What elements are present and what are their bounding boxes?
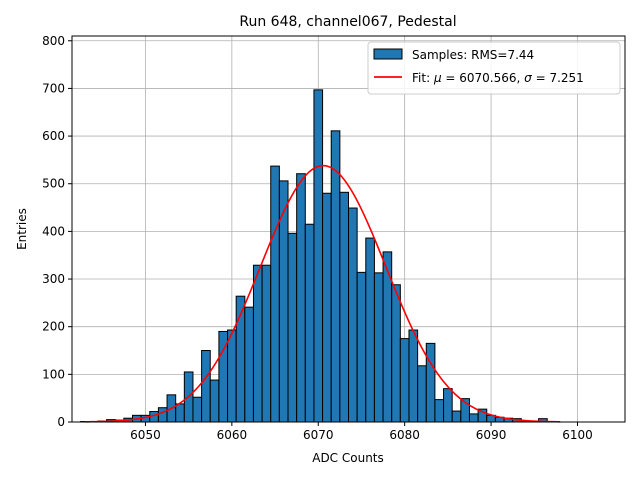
y-axis-ticks: 0 100 200 300 400 500 600 700 800 <box>42 34 72 429</box>
histogram-bar <box>330 130 341 423</box>
histogram-bar <box>287 232 298 423</box>
histogram-bar <box>244 306 254 423</box>
legend-fit-label: Fit: μ = 6070.566, σ = 7.251 <box>412 71 584 85</box>
fit-curve <box>84 164 561 423</box>
legend-samples-swatch <box>373 48 403 60</box>
y-tick-label: 300 <box>42 272 65 286</box>
histogram-bar <box>391 284 401 423</box>
chart-title: Run 648, channel067, Pedestal <box>239 14 456 30</box>
fit-curve-layer <box>84 164 561 423</box>
legend-box <box>367 41 621 95</box>
histogram-bar <box>209 379 220 423</box>
y-tick-label: 500 <box>42 177 65 191</box>
histogram-bar <box>339 191 349 423</box>
histogram-bar <box>348 207 358 423</box>
histogram-bar <box>157 407 168 423</box>
plot-frame <box>71 35 626 423</box>
y-tick-label: 600 <box>42 129 65 143</box>
x-tick-label: 6100 <box>562 428 593 442</box>
x-tick-label: 6080 <box>389 428 420 442</box>
histogram-bar <box>304 223 315 423</box>
x-tick-label: 6070 <box>303 428 334 442</box>
histogram-bar <box>365 237 375 423</box>
legend-fit-prefix: Fit: <box>412 71 434 85</box>
x-tick-label: 6090 <box>476 428 507 442</box>
histogram-bar <box>434 399 445 423</box>
x-tick-label: 6060 <box>217 428 248 442</box>
histogram-bar <box>175 403 185 423</box>
histogram-bar <box>399 338 410 423</box>
histogram-bar <box>356 271 367 423</box>
y-axis-label: Entries <box>15 208 29 250</box>
y-tick-label: 200 <box>42 320 65 334</box>
x-tick-label: 6050 <box>130 428 161 442</box>
legend-samples-label: Samples: RMS=7.44 <box>412 48 534 62</box>
histogram-bar <box>373 272 384 423</box>
histogram-bar <box>227 329 237 423</box>
histogram-bar <box>201 350 211 423</box>
histogram-bar <box>322 192 332 423</box>
legend-fit-sigma-symbol: σ <box>524 71 532 85</box>
histogram-bar <box>451 410 462 423</box>
y-tick-label: 700 <box>42 81 65 95</box>
histogram-bar <box>417 365 427 423</box>
x-axis-ticks: 6050 6060 6070 6080 6090 6100 <box>130 422 593 442</box>
histogram-bar <box>252 264 263 423</box>
y-tick-label: 800 <box>42 34 65 48</box>
histogram-bar <box>468 413 479 423</box>
y-tick-label: 100 <box>42 367 65 381</box>
histogram-bar <box>261 264 272 423</box>
histogram-bar <box>408 329 419 423</box>
legend-fit-mu-symbol: μ <box>433 71 442 85</box>
legend-fit-sigma-value: = 7.251 <box>532 71 584 85</box>
histogram-bar <box>313 89 324 423</box>
histogram-bar <box>270 165 280 423</box>
y-tick-label: 0 <box>57 415 65 429</box>
histogram-bar <box>425 342 436 423</box>
legend-fit-mu-value: = 6070.566, <box>442 71 525 85</box>
x-axis-label: ADC Counts <box>312 451 384 465</box>
legend: Samples: RMS=7.44 Fit: μ = 6070.566, σ =… <box>367 41 621 95</box>
y-tick-label: 400 <box>42 224 65 238</box>
histogram-bar <box>296 173 306 423</box>
histogram-bar <box>192 396 203 423</box>
histogram-bar <box>443 388 453 423</box>
